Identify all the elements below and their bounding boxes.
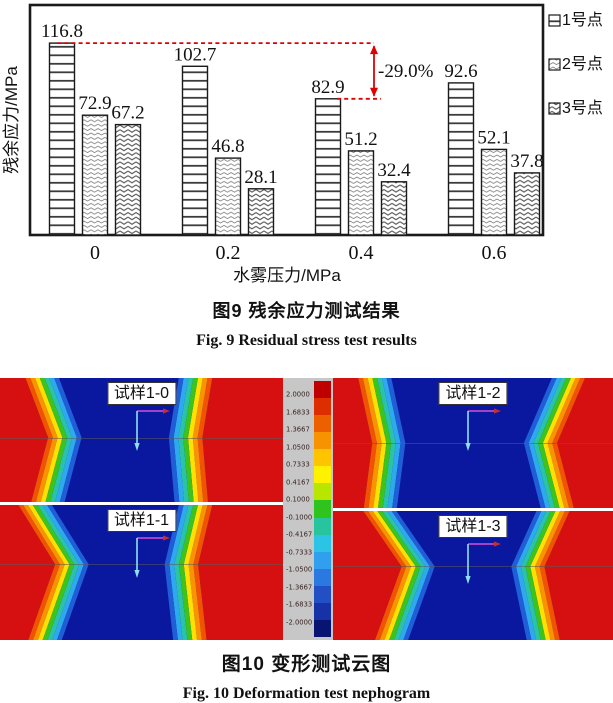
- figure10-caption-zh: 图10 变形测试云图: [221, 654, 392, 675]
- bar-series2-0: [81, 114, 109, 236]
- axes-marker-icon: [465, 541, 502, 584]
- axes-marker-icon: [134, 535, 170, 578]
- bar-series1-0: [48, 42, 76, 236]
- colorbar-tick-label: 0.1000: [286, 495, 310, 504]
- panel-label: 试样1-2: [438, 382, 508, 405]
- x-tick-label: 0.4: [349, 242, 374, 264]
- bar-value-label: 92.6: [444, 61, 477, 82]
- colorbar-tick-label: -0.4167: [286, 530, 313, 539]
- bar-value-label: 46.8: [211, 136, 244, 157]
- colorbar-tick-label: -2.0000: [286, 618, 313, 627]
- figure10-section: 试样1-0 试样1-2 试样1-1 试样1-3 2.0000 1.6833 1.3667 1.…: [0, 378, 613, 703]
- panel-label: 试样1-0: [106, 382, 177, 405]
- colorbar: 2.0000 1.6833 1.3667 1.0500 0.7333 0.4167 0.10…: [283, 378, 333, 640]
- colorbar-tick-label: -1.6833: [286, 600, 313, 609]
- colorbar-tick-label: -0.1000: [286, 513, 313, 522]
- colorbar-tick-label: 1.3667: [286, 425, 310, 434]
- drop-annotation: -29.0%: [57, 42, 434, 100]
- specimen-midline: [0, 437, 283, 439]
- bar-series1-0.4: [314, 98, 342, 236]
- nephogram-panel-试样1-2: 试样1-2: [333, 378, 613, 508]
- legend-item: 1号点: [548, 11, 603, 29]
- bar-series3-0.6: [513, 172, 541, 236]
- bar-series2-0.6: [480, 148, 508, 236]
- colorbar-tick-label: -0.7333: [286, 548, 313, 557]
- specimen-midline: [333, 566, 613, 568]
- colorbar-tick-label: 0.7333: [286, 460, 310, 469]
- residual-stress-bar-chart: 116.8 102.7 82.9 92.6 72.9 46.8 51.2 52.1 67.2 28…: [2, 3, 603, 285]
- bar-value-label: 116.8: [41, 21, 83, 42]
- nephogram-panel-试样1-0: 试样1-0: [0, 378, 283, 502]
- colorbar-tick-label: 1.0500: [286, 443, 310, 452]
- bar-series1-0.6: [447, 82, 475, 236]
- bar-series3-0.2: [247, 188, 275, 236]
- bar-value-label: 32.4: [377, 160, 411, 181]
- colorbar-tick-label: 1.6833: [286, 408, 310, 417]
- legend-swatch-icon: [548, 102, 561, 115]
- figure9-section: 116.8 102.7 82.9 92.6 72.9 46.8 51.2 52.1 67.2 28…: [0, 0, 613, 350]
- bar-value-label: 37.8: [510, 151, 543, 172]
- figure10-caption-en: Fig. 10 Deformation test nephogram: [182, 685, 431, 702]
- specimen-midline: [333, 443, 613, 444]
- bar-value-label: 52.1: [477, 127, 510, 148]
- panel-label: 试样1-3: [438, 515, 508, 538]
- colorbar-tick-label: -1.0500: [286, 565, 313, 574]
- x-axis-title: 水雾压力/MPa: [233, 266, 341, 285]
- legend-label: 1号点: [562, 11, 603, 29]
- colorbar-tick-label: 0.4167: [286, 478, 310, 487]
- figure9-caption-en: Fig. 9 Residual stress test results: [196, 332, 417, 349]
- bar-series1-0.2: [181, 65, 209, 236]
- bar-value-label: 28.1: [244, 167, 277, 188]
- figure9-caption-zh: 图9 残余应力测试结果: [212, 301, 401, 321]
- panel-label: 试样1-1: [106, 509, 177, 532]
- bar-value-label: 82.9: [311, 77, 344, 98]
- bar-value-label: 67.2: [111, 103, 144, 124]
- axes-marker-icon: [134, 408, 170, 451]
- colorbar-tick-label: 2.0000: [286, 390, 310, 399]
- bar-series3-0: [114, 123, 142, 236]
- bar-series2-0.4: [347, 150, 375, 236]
- y-axis-title: 残余应力/MPa: [2, 66, 21, 174]
- deformation-nephogram: 试样1-0 试样1-2 试样1-1 试样1-3 2.0000 1.6833 1.3667 1.…: [0, 378, 613, 640]
- legend-item: 2号点: [548, 55, 603, 73]
- colorbar-tick-label: -1.3667: [286, 583, 313, 592]
- bar-value-label: 102.7: [174, 44, 217, 65]
- axes-marker-icon: [465, 408, 502, 451]
- nephogram-panel-试样1-1: 试样1-1: [0, 505, 283, 640]
- legend-swatch-icon: [548, 58, 561, 71]
- bar-series3-0.4: [380, 181, 408, 236]
- nephogram-panel-试样1-3: 试样1-3: [333, 511, 613, 640]
- legend-label: 2号点: [562, 55, 603, 73]
- colorbar-strip: [314, 381, 331, 637]
- x-tick-label: 0.6: [482, 242, 507, 264]
- bar-value-label: 51.2: [344, 129, 377, 150]
- legend-swatch-icon: [548, 14, 561, 27]
- x-tick-label: 0: [90, 242, 100, 264]
- bar-series2-0.2: [214, 157, 242, 236]
- annotation-text: -29.0%: [378, 61, 434, 82]
- specimen-midline: [0, 564, 283, 566]
- bar-value-label: 72.9: [78, 93, 111, 114]
- legend-item: 3号点: [548, 99, 603, 117]
- x-tick-label: 0.2: [216, 242, 241, 264]
- legend-label: 3号点: [562, 99, 603, 117]
